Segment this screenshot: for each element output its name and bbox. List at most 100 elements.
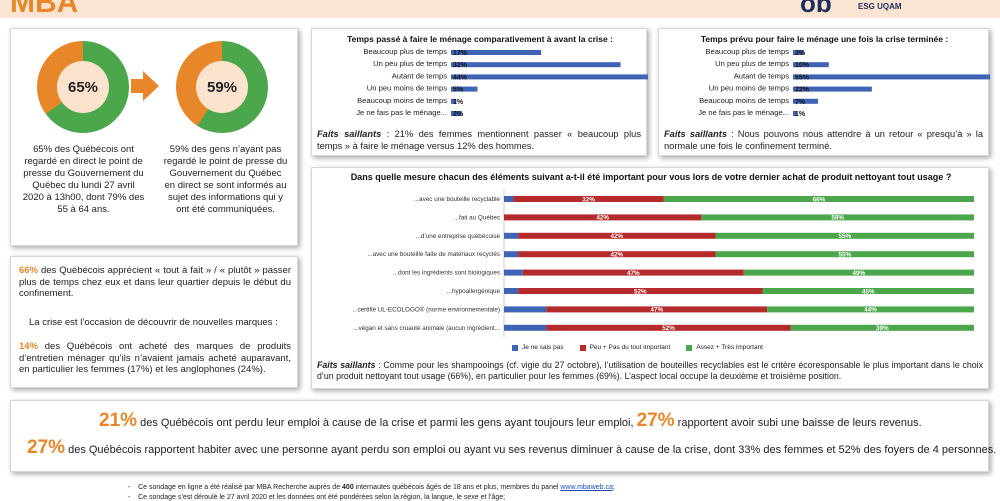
segment-value-label: 32%	[582, 196, 595, 203]
category-label: Beaucoup plus de temps	[363, 47, 447, 56]
bar	[793, 86, 872, 92]
stat-66-number: 66%	[19, 265, 39, 276]
stat-line-1: 21% des Québécois ont perdu leur emploi …	[99, 410, 922, 431]
donut-panel: 65% 59% 65% des Québécois ont regardé en…	[10, 28, 298, 246]
category-label: Je ne fais pas le ménage...	[356, 108, 447, 117]
stat-27-number-b: 27%	[27, 437, 66, 458]
stacked-bar-segment	[504, 251, 519, 258]
brands-intro-text: La crise est l’occasion de découvrir de …	[29, 317, 278, 328]
stacked-bar-segment	[546, 306, 768, 313]
stacked-bar-segment	[715, 251, 974, 258]
stat-14-number: 14%	[19, 341, 39, 352]
stat-14-text: 14% des Québécois ont acheté des marques…	[19, 341, 291, 376]
chart3-legend: Je ne sais pas Peu + Pas du tout importa…	[512, 344, 763, 351]
stacked-bar-segment	[663, 196, 974, 202]
stacked-bar-segment	[504, 232, 519, 239]
category-label: Autant de temps	[392, 71, 448, 80]
segment-value-label: 47%	[627, 270, 640, 277]
chart1-faits-saillants: Faits saillants : 21% des femmes mention…	[317, 129, 641, 151]
chart3-svg: ...avec une bouteille recyclable 32% 66%..…	[352, 190, 974, 338]
segment-value-label: 55%	[838, 252, 851, 259]
legend-item-important: Assez + Très important	[686, 344, 763, 351]
legend-item-peu-important: Peu + Pas du tout important	[579, 344, 670, 351]
segment-value-label: 52%	[634, 288, 647, 295]
stacked-bar-segment	[504, 214, 702, 221]
category-label: ...avec une bouteille recyclable	[414, 196, 501, 203]
chart1-panel: Temps passé à faire le ménage comparativ…	[311, 28, 648, 156]
stat-21-number: 21%	[99, 410, 138, 431]
donut-text-2: 59% des gens n’ayant pas regardé le poin…	[163, 144, 288, 215]
category-label: ...végan et sans cruauté animale (aucun …	[353, 325, 500, 332]
value-label: 17%	[453, 50, 468, 57]
value-label: 32%	[453, 62, 468, 69]
segment-value-label: 58%	[831, 215, 844, 222]
bar	[451, 50, 542, 55]
esg-logo-sub: ESG UQAM	[858, 2, 902, 11]
segment-value-label: 45%	[862, 288, 875, 295]
bar	[451, 74, 648, 80]
segment-value-label: 55%	[838, 233, 851, 240]
value-label: 5%	[453, 87, 464, 94]
donut-label-59: 59%	[196, 61, 248, 113]
chart1-svg: Beaucoup plus de temps 17% Un peu plus de …	[356, 47, 648, 118]
bottom-stats-panel: 21% des Québécois ont perdu leur emploi …	[10, 400, 996, 472]
stat-27-number-a: 27%	[636, 410, 675, 431]
chart3-title: Dans quelle mesure chacun des éléments s…	[350, 172, 952, 182]
bar	[793, 74, 990, 80]
stacked-bar-segment	[504, 269, 523, 276]
category-label: Je ne fais pas le ménage...	[698, 108, 789, 117]
segment-value-label: 47%	[650, 307, 663, 314]
chart3-panel: Dans quelle mesure chacun des éléments s…	[311, 167, 989, 389]
stacked-bar-segment	[504, 196, 514, 202]
donut-chart-65: 65%	[37, 41, 129, 133]
stacked-bar-segment	[790, 324, 974, 331]
category-label: Un peu plus de temps	[715, 59, 789, 68]
stat-66-text: 66% des Québécois apprécient « tout à fa…	[19, 265, 291, 300]
stacked-bar-segment	[504, 306, 547, 313]
value-label: 3%	[795, 50, 806, 57]
mbaweb-link[interactable]: www.mbaweb.ca	[560, 484, 613, 491]
stacked-bar-segment	[715, 232, 974, 239]
value-label: 1%	[453, 99, 464, 106]
chart2-panel: Temps prévu pour faire le ménage une foi…	[658, 28, 990, 156]
category-label: Beaucoup moins de temps	[699, 96, 789, 105]
stacked-bar-segment	[743, 269, 974, 276]
segment-value-label: 44%	[864, 307, 877, 314]
stacked-bar-segment	[522, 269, 744, 276]
chart3-faits-saillants: Faits saillants : Comme pour les shampoo…	[317, 360, 983, 381]
category-label: Autant de temps	[734, 71, 790, 80]
category-label: ...d’une entreprise québécoise	[416, 233, 501, 240]
bar	[451, 86, 478, 92]
category-label: ...avec une bouteille faite de matériaux…	[367, 251, 500, 258]
segment-value-label: 39%	[876, 325, 889, 332]
value-label: 44%	[453, 74, 468, 81]
stacked-bar-segment	[546, 324, 791, 331]
top-banner: MBA ob ESG UQAM	[0, 0, 1000, 18]
value-label: 2%	[453, 111, 464, 118]
category-label: ...hypoallergénique	[447, 288, 501, 295]
category-label: ...certifié UL-ECOLOGO® (norme environne…	[352, 305, 500, 313]
bar	[793, 98, 819, 104]
esg-logo: ob	[800, 0, 832, 18]
footer-line-2: - Ce sondage s’est déroulé le 27 avril 2…	[128, 494, 506, 501]
segment-value-label: 52%	[662, 325, 675, 332]
bar	[451, 111, 462, 116]
bar	[451, 98, 457, 104]
stacked-bar-segment	[518, 251, 716, 258]
segment-value-label: 42%	[610, 233, 623, 240]
stat-line-2: 27% des Québécois rapportent habiter ave…	[27, 437, 997, 458]
segment-value-label: 42%	[596, 215, 609, 222]
bar	[793, 50, 804, 55]
chart2-title: Temps prévu pour faire le ménage une foi…	[700, 34, 949, 44]
segment-value-label: 42%	[610, 252, 623, 259]
value-label: 1%	[795, 111, 806, 118]
stacked-bar-segment	[513, 196, 664, 202]
stacked-bar-segment	[762, 288, 974, 294]
category-label: ...dont les ingrédients sont biologiques	[393, 270, 500, 277]
bar	[451, 62, 621, 68]
brands-panel: 66% des Québécois apprécient « tout à fa…	[10, 256, 298, 388]
bar	[793, 62, 829, 68]
category-label: Un peu plus de temps	[373, 59, 447, 68]
stacked-bar-segment	[701, 214, 974, 221]
stacked-bar-segment	[504, 288, 519, 294]
